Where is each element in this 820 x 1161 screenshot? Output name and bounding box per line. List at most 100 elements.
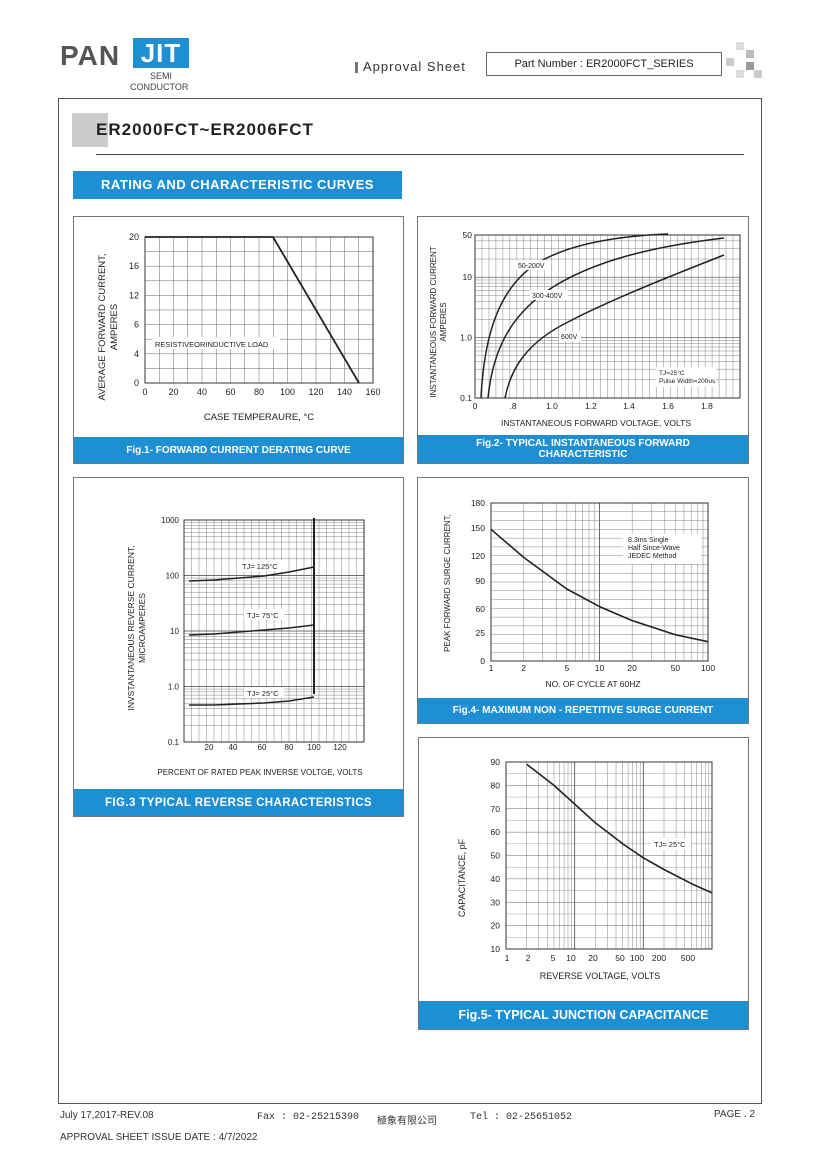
- fig2-note2: Pulse Width=200us: [659, 378, 716, 385]
- fig3-xlabel: PERCENT OF RATED PEAK INVERSE VOLTGE, VO…: [157, 768, 362, 777]
- fig3-xtick: 120: [333, 743, 347, 752]
- fig3-ylabel1: INVSTANTANEOUS REVERSE CURRENT,: [126, 546, 136, 711]
- fig5-ytick: 60: [491, 827, 501, 837]
- fig3-curve-3: [189, 696, 315, 706]
- fig2-ylabel2: AMPERES: [439, 302, 448, 341]
- fig1-ylabel2: AMPERES: [109, 304, 120, 350]
- fig5-xtick: 100: [630, 953, 644, 963]
- fig5-ytick: 80: [491, 780, 501, 790]
- fig1-xtick: 60: [225, 387, 235, 397]
- fig3-curve-1: [188, 566, 315, 582]
- fig1-ytick: 12: [129, 290, 139, 300]
- fig5-xtick: 1: [505, 953, 510, 963]
- fig4-ytick: 90: [476, 576, 486, 586]
- logo-conductor: CONDUCTOR: [130, 82, 189, 92]
- fig1-xtick: 40: [197, 387, 207, 397]
- footer-revision: July 17,2017-REV.08: [60, 1110, 154, 1121]
- fig4-curve: [490, 528, 709, 643]
- fig2-chart: 0 .8 1.0 1.2 1.4 1.6 1.8 0.1 1.0 10 50 50-200V 30…: [429, 230, 741, 428]
- fig2-curve-2: [487, 237, 725, 399]
- fig5-curve: [526, 763, 713, 894]
- approval-sheet-label: Approval Sheet: [363, 59, 466, 74]
- fig4-xtick: 100: [701, 663, 715, 673]
- decor-squares: [726, 42, 762, 78]
- fig4-xlabel: NO. OF CYCLE AT 60HZ: [545, 679, 640, 689]
- fig5-caption: Fig.5- TYPICAL JUNCTION CAPACITANCE: [419, 1001, 748, 1029]
- logo-pan: PAN: [60, 40, 121, 71]
- fig3-series-label-1: TJ= 125°C: [242, 562, 278, 571]
- fig5-xtick: 20: [588, 953, 598, 963]
- fig2-xtick: 1.4: [623, 401, 635, 411]
- fig4-xtick: 5: [564, 663, 569, 673]
- fig2-ylabel1: INSTANTANEOUS FORWARD CURRENT: [429, 246, 438, 397]
- fig2-xlabel: INSTANTANEOUS FORWARD VOLTAGE, VOLTS: [501, 418, 691, 428]
- fig1-xlabel: CASE TEMPERAURE, °C: [204, 412, 314, 423]
- fig4-ytick: 60: [476, 604, 486, 614]
- fig5-ytick: 10: [491, 944, 501, 954]
- title-block-decor: [72, 113, 108, 147]
- fig5-ylabel: CAPACITANCE, pF: [457, 838, 467, 917]
- fig2-xtick: 1.2: [585, 401, 597, 411]
- fig1-ytick: 16: [129, 261, 139, 271]
- fig1-xtick: 160: [365, 387, 380, 397]
- fig4-note2: Half Since-Wave: [628, 545, 680, 552]
- content-frame: [58, 98, 762, 1104]
- fig2-caption: Fig.2- TYPICAL INSTANTANEOUS FORWARD CHA…: [418, 435, 748, 463]
- fig3-caption: FIG.3 TYPICAL REVERSE CHARACTERISTICS: [74, 789, 403, 816]
- fig2-ytick: 1.0: [460, 333, 472, 343]
- fig1-panel: 0 20 40 60 80 100 120 140 160 0 4 6 12 16 20 RESISTIV…: [73, 216, 404, 464]
- fig1-ytick: 0: [134, 378, 139, 388]
- part-number-box: Part Number : ER2000FCT_SERIES: [486, 52, 722, 76]
- fig1-ytick: 4: [134, 349, 139, 359]
- fig1-caption: Fig.1- FORWARD CURRENT DERATING CURVE: [74, 437, 403, 463]
- fig1-chart: 0 20 40 60 80 100 120 140 160 0 4 6 12 16 20 RESISTIV…: [97, 232, 381, 423]
- fig2-series-label-3: 600V: [561, 334, 578, 341]
- fig3-series-label-3: TJ= 25°C: [247, 689, 279, 698]
- fig3-ytick: 0.1: [168, 738, 180, 747]
- fig2-ytick: 50: [463, 230, 473, 240]
- footer-tel: Tel : 02-25651052: [470, 1112, 573, 1123]
- fig5-xtick: 500: [681, 953, 695, 963]
- fig3-xtick: 40: [229, 743, 238, 752]
- fig2-ytick: 10: [463, 272, 473, 282]
- fig3-ytick: 100: [166, 572, 180, 581]
- fig5-chart: 1 2 5 10 20 50 100 200 500 10 20 30 40 50 60 70 80 90 TJ…: [457, 757, 713, 981]
- approval-bar: [355, 62, 358, 73]
- fig4-ylabel: PEAK FORWARD SURGE CURRENT,: [443, 514, 452, 652]
- fig5-ytick: 50: [491, 851, 501, 861]
- fig2-xtick: 1.0: [546, 401, 558, 411]
- fig4-ytick: 0: [480, 656, 485, 666]
- fig3-ylabel2: MICROAMPERES: [137, 593, 147, 663]
- fig1-ytick: 6: [134, 320, 139, 330]
- fig5-ytick: 30: [491, 897, 501, 907]
- fig4-ytick: 150: [471, 523, 485, 533]
- fig3-xtick: 100: [307, 743, 321, 752]
- fig3-curve-2: [188, 624, 315, 636]
- fig3-xtick: 60: [258, 743, 267, 752]
- footer-company: 極象有限公司: [377, 1116, 437, 1127]
- fig2-note1: TJ=25°C: [659, 369, 685, 377]
- fig5-ytick: 20: [491, 921, 501, 931]
- fig1-xtick: 0: [142, 387, 147, 397]
- fig5-xlabel: REVERSE VOLTAGE, VOLTS: [540, 971, 661, 981]
- fig4-xtick: 20: [627, 663, 637, 673]
- fig5-xtick: 5: [551, 953, 556, 963]
- fig4-note1: 8.3ms Single: [628, 537, 669, 544]
- fig5-panel: 1 2 5 10 20 50 100 200 500 10 20 30 40 50 60 70 80 90 TJ…: [418, 737, 749, 1030]
- fig1-xtick: 20: [168, 387, 178, 397]
- fig3-panel: 20 40 60 80 100 120 0.1 1.0 10 100 1000 TJ= 125°C…: [73, 477, 404, 817]
- fig1-annotation: RESISTIVEORINDUCTIVE LOAD: [155, 340, 269, 349]
- fig1-xtick: 80: [254, 387, 264, 397]
- fig4-ytick: 25: [476, 628, 486, 638]
- fig1-xtick: 120: [308, 387, 323, 397]
- fig1-curve: [145, 236, 360, 384]
- fig2-curve-1: [480, 233, 669, 399]
- fig5-ytick: 70: [491, 804, 501, 814]
- fig2-panel: 0 .8 1.0 1.2 1.4 1.6 1.8 0.1 1.0 10 50 50-200V 30…: [417, 216, 749, 464]
- fig2-curve-3: [504, 254, 725, 399]
- fig5-xtick: 200: [652, 953, 666, 963]
- fig4-xtick: 50: [671, 663, 681, 673]
- fig5-series-label: TJ= 25°C: [654, 840, 686, 849]
- title-rule: [96, 154, 744, 155]
